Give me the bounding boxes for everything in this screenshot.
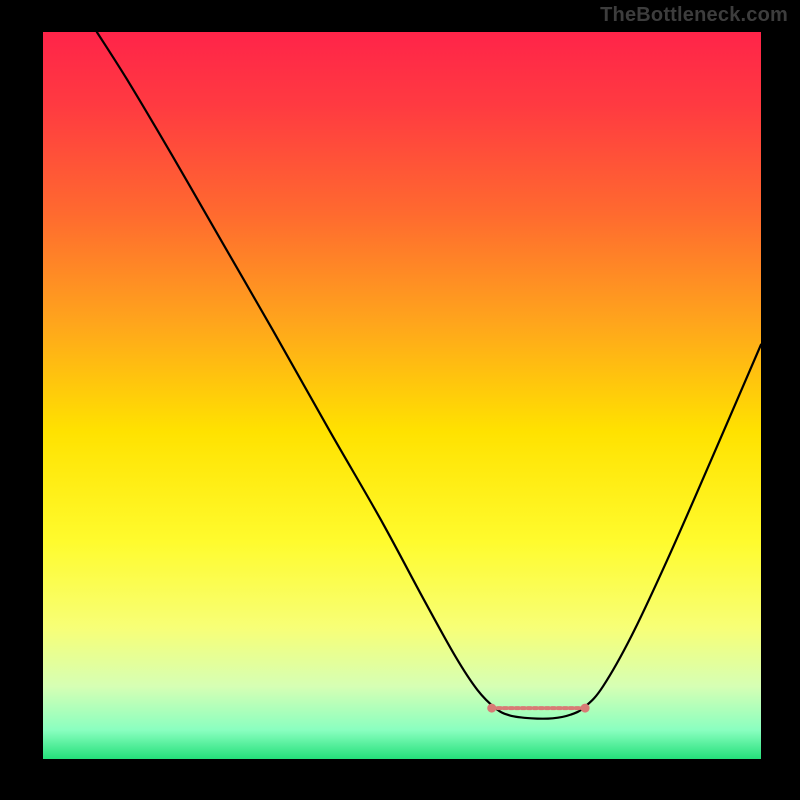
plot-area (43, 32, 761, 759)
bottleneck-curve-chart (43, 32, 761, 759)
optimal-range-start-marker (487, 704, 496, 713)
watermark-text: TheBottleneck.com (600, 4, 788, 27)
gradient-background (43, 32, 761, 759)
chart-frame: TheBottleneck.com (0, 0, 800, 800)
optimal-range-end-marker (581, 704, 590, 713)
